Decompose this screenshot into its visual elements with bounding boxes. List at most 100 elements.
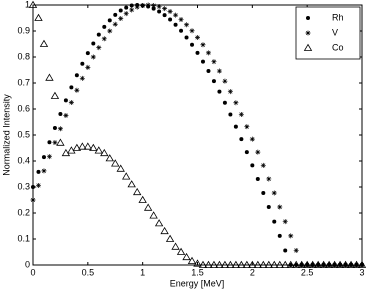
dot-marker: [255, 176, 260, 181]
triangle-marker: [204, 260, 213, 268]
asterisk-marker: [211, 59, 217, 65]
asterisk-marker: [129, 7, 135, 13]
dot-marker: [113, 12, 118, 17]
triangle-marker: [89, 143, 98, 151]
triangle-marker: [286, 260, 295, 268]
asterisk-marker: [85, 64, 91, 70]
asterisk-marker: [271, 190, 277, 196]
triangle-marker: [160, 226, 169, 235]
triangle-marker: [45, 73, 54, 81]
triangle-marker: [330, 260, 339, 268]
triangle-marker: [275, 260, 284, 268]
dot-marker: [266, 205, 271, 210]
asterisk-marker: [244, 124, 250, 130]
asterisk-marker: [288, 233, 294, 239]
dot-marker: [179, 28, 184, 33]
triangle-marker: [231, 260, 241, 268]
dot-marker: [239, 137, 244, 142]
dot-marker: [69, 85, 74, 90]
asterisk-marker: [52, 140, 58, 146]
triangle-marker: [253, 260, 263, 268]
triangle-marker: [259, 260, 268, 268]
x-axis-label: Energy [MeV]: [170, 278, 225, 288]
dot-marker: [36, 169, 41, 174]
asterisk-marker: [68, 100, 74, 105]
asterisk-marker: [41, 168, 47, 174]
triangle-marker: [116, 164, 125, 172]
dot-marker: [124, 5, 129, 10]
asterisk-marker: [238, 111, 244, 117]
triangle-marker: [220, 260, 230, 268]
dot-marker: [250, 163, 255, 168]
asterisk-marker: [30, 197, 36, 203]
dot-marker: [58, 111, 63, 116]
asterisk-marker: [101, 36, 107, 42]
triangle-marker: [138, 195, 147, 203]
y-tick-label: 0.3: [17, 181, 30, 191]
triangle-marker: [308, 260, 317, 268]
asterisk-marker: [222, 78, 228, 84]
y-tick-label: 0.4: [17, 155, 30, 165]
dot-marker: [195, 50, 200, 55]
dot-marker: [107, 18, 112, 23]
triangle-marker: [176, 247, 186, 255]
asterisk-marker: [205, 50, 211, 56]
asterisk-marker: [216, 68, 222, 74]
dot-marker: [91, 41, 96, 46]
dot-marker: [96, 32, 101, 37]
triangle-marker: [281, 260, 290, 268]
triangle-marker: [132, 187, 142, 196]
asterisk-marker: [359, 262, 365, 268]
triangle-marker: [34, 13, 43, 21]
dot-marker: [200, 59, 205, 64]
triangle-marker: [127, 180, 136, 188]
triangle-marker: [61, 148, 71, 157]
triangle-marker: [100, 148, 109, 157]
triangle-marker: [264, 260, 273, 268]
legend-marker: [303, 43, 313, 51]
x-tick-label: 2: [250, 267, 255, 277]
asterisk-marker: [173, 12, 179, 18]
asterisk-marker: [315, 262, 321, 268]
asterisk-marker: [227, 89, 233, 95]
dot-marker: [244, 150, 249, 155]
dot-marker: [184, 35, 189, 40]
triangle-marker: [187, 256, 197, 264]
triangle-marker: [39, 39, 49, 47]
x-tick-label: 3: [359, 267, 364, 277]
asterisk-marker: [260, 162, 266, 168]
asterisk-marker: [123, 11, 129, 17]
legend-label: Co: [332, 42, 344, 52]
asterisk-marker: [35, 182, 41, 188]
triangle-marker: [171, 242, 180, 250]
triangle-marker: [72, 143, 82, 151]
asterisk-marker: [310, 262, 316, 268]
x-tick-label: 1: [140, 267, 145, 277]
triangle-marker: [270, 260, 279, 268]
triangle-marker: [193, 259, 202, 267]
triangle-marker: [56, 138, 65, 146]
triangle-marker: [50, 91, 60, 99]
asterisk-marker: [299, 262, 305, 268]
legend-label: V: [332, 27, 338, 37]
dot-marker: [190, 42, 195, 47]
dot-marker: [217, 89, 222, 94]
triangle-marker: [335, 260, 345, 268]
triangle-marker: [341, 260, 350, 268]
dot-marker: [151, 6, 156, 11]
triangle-marker: [297, 260, 306, 268]
dot-marker: [118, 8, 123, 13]
triangle-marker: [78, 142, 87, 150]
asterisk-marker: [46, 154, 52, 160]
asterisk-marker: [354, 262, 360, 268]
asterisk-marker: [57, 126, 63, 132]
dot-marker: [157, 9, 162, 14]
triangle-marker: [319, 260, 328, 268]
dot-marker: [206, 69, 211, 74]
asterisk-marker: [200, 42, 206, 48]
triangle-marker: [111, 159, 120, 167]
triangle-marker: [154, 219, 164, 227]
triangle-marker: [302, 260, 312, 268]
legend: Rh V Co: [295, 6, 361, 60]
dot-marker: [74, 73, 79, 78]
